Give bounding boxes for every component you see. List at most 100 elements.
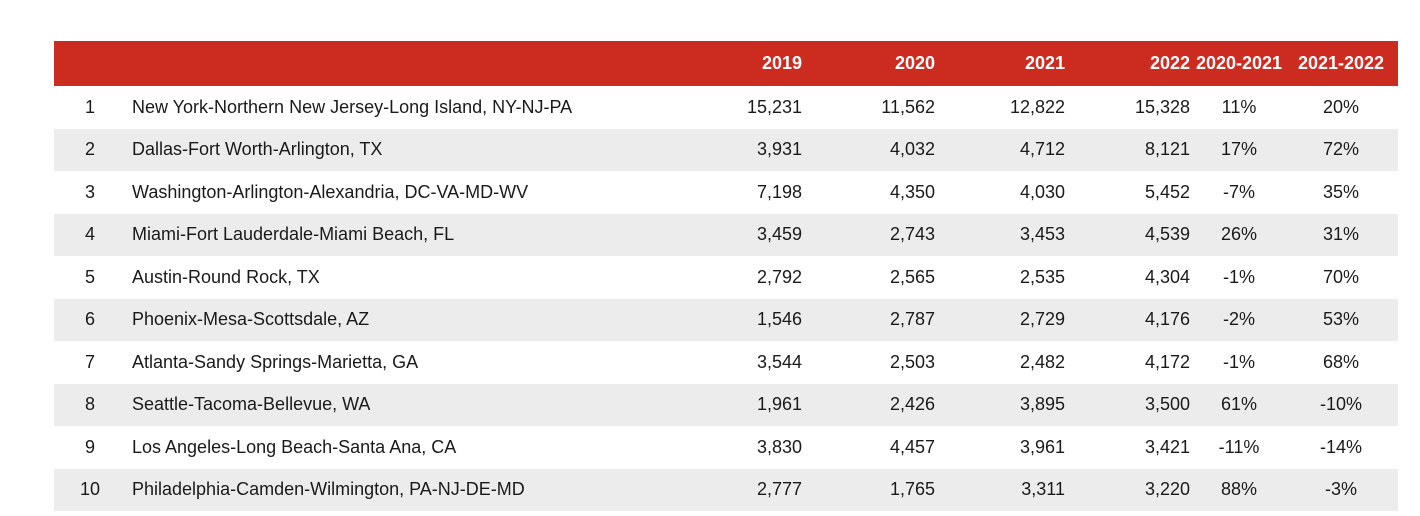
- header-2022: 2022: [1149, 53, 1190, 73]
- table-row: 4 Miami-Fort Lauderdale-Miami Beach, FL …: [54, 213, 1398, 256]
- metro-name-cell: Austin-Round Rock, TX: [132, 266, 320, 287]
- value-2019-cell: 15,231: [746, 96, 802, 117]
- rank-cell: 10: [79, 479, 101, 500]
- metro-name-cell: Phoenix-Mesa-Scottsdale, AZ: [132, 309, 370, 330]
- metro-name-cell: Los Angeles-Long Beach-Santa Ana, CA: [132, 436, 457, 457]
- change-2021-2022-cell: -14%: [1319, 436, 1363, 457]
- header-2021: 2021: [1024, 53, 1065, 73]
- change-2021-2022-cell: -10%: [1319, 394, 1363, 415]
- value-2021-cell: 2,729: [1019, 309, 1065, 330]
- table-row: 6 Phoenix-Mesa-Scottsdale, AZ 1,546 2,78…: [54, 298, 1398, 341]
- change-2021-2022-cell: 68%: [1322, 351, 1360, 372]
- rank-cell: 1: [84, 96, 95, 117]
- metro-name-cell: New York-Northern New Jersey-Long Island…: [132, 96, 573, 117]
- value-2021-cell: 3,453: [1019, 224, 1065, 245]
- rank-cell: 7: [84, 351, 95, 372]
- value-2022-cell: 3,220: [1144, 479, 1190, 500]
- table-row: 10 Philadelphia-Camden-Wilmington, PA-NJ…: [54, 468, 1398, 511]
- table-header-row: 2019 2020 2021 2022 2020-2021 2021-2022: [54, 41, 1398, 86]
- header-change-2020-2021: 2020-2021: [1195, 53, 1283, 73]
- table-row: 8 Seattle-Tacoma-Bellevue, WA 1,961 2,42…: [54, 383, 1398, 426]
- value-2020-cell: 4,032: [889, 139, 935, 160]
- rank-cell: 8: [84, 394, 95, 415]
- value-2021-cell: 3,311: [1021, 479, 1065, 500]
- header-2019: 2019: [761, 53, 802, 73]
- value-2022-cell: 4,304: [1144, 266, 1190, 287]
- table-row: 2 Dallas-Fort Worth-Arlington, TX 3,931 …: [54, 128, 1398, 171]
- value-2019-cell: 7,198: [756, 181, 802, 202]
- change-2020-2021-cell: -11%: [1218, 436, 1260, 457]
- change-2020-2021-cell: -1%: [1222, 266, 1255, 287]
- metro-ranking-table: 2019 2020 2021 2022 2020-2021 2021-2022 …: [54, 41, 1398, 511]
- change-2021-2022-cell: 31%: [1322, 224, 1360, 245]
- value-2022-cell: 5,452: [1144, 181, 1190, 202]
- change-2021-2022-cell: -3%: [1324, 479, 1357, 500]
- metro-ranking-table-container: 2019 2020 2021 2022 2020-2021 2021-2022 …: [54, 41, 1398, 511]
- value-2021-cell: 4,712: [1019, 139, 1065, 160]
- change-2021-2022-cell: 53%: [1322, 309, 1360, 330]
- value-2021-cell: 12,822: [1009, 96, 1065, 117]
- header-metro-area: [126, 41, 684, 86]
- rank-cell: 6: [84, 309, 95, 330]
- value-2020-cell: 2,565: [889, 266, 935, 287]
- metro-name-cell: Washington-Arlington-Alexandria, DC-VA-M…: [132, 181, 529, 202]
- value-2021-cell: 3,961: [1019, 436, 1065, 457]
- value-2020-cell: 4,350: [889, 181, 935, 202]
- change-2020-2021-cell: 11%: [1221, 96, 1257, 117]
- value-2020-cell: 2,426: [889, 394, 935, 415]
- change-2020-2021-cell: 61%: [1220, 394, 1258, 415]
- rank-cell: 4: [84, 224, 95, 245]
- change-2021-2022-cell: 70%: [1322, 266, 1360, 287]
- value-2020-cell: 2,743: [889, 224, 935, 245]
- header-2020: 2020: [894, 53, 935, 73]
- change-2020-2021-cell: -2%: [1222, 309, 1255, 330]
- value-2019-cell: 3,544: [756, 351, 802, 372]
- value-2022-cell: 3,421: [1144, 436, 1190, 457]
- value-2022-cell: 4,172: [1144, 351, 1190, 372]
- change-2020-2021-cell: -7%: [1222, 181, 1255, 202]
- value-2022-cell: 4,539: [1144, 224, 1190, 245]
- metro-name-cell: Atlanta-Sandy Springs-Marietta, GA: [132, 351, 419, 372]
- table-row: 7 Atlanta-Sandy Springs-Marietta, GA 3,5…: [54, 341, 1398, 384]
- table-row: 5 Austin-Round Rock, TX 2,792 2,565 2,53…: [54, 256, 1398, 299]
- rank-cell: 3: [84, 181, 95, 202]
- change-2020-2021-cell: -1%: [1222, 351, 1255, 372]
- value-2020-cell: 2,503: [889, 351, 935, 372]
- metro-name-cell: Miami-Fort Lauderdale-Miami Beach, FL: [132, 224, 455, 245]
- metro-name-cell: Seattle-Tacoma-Bellevue, WA: [132, 394, 371, 415]
- value-2021-cell: 2,535: [1019, 266, 1065, 287]
- value-2022-cell: 4,176: [1144, 309, 1190, 330]
- value-2021-cell: 2,482: [1019, 351, 1065, 372]
- table-row: 9 Los Angeles-Long Beach-Santa Ana, CA 3…: [54, 426, 1398, 469]
- rank-cell: 2: [84, 139, 95, 160]
- change-2020-2021-cell: 26%: [1220, 224, 1258, 245]
- value-2020-cell: 2,787: [889, 309, 935, 330]
- change-2020-2021-cell: 17%: [1220, 139, 1258, 160]
- change-2021-2022-cell: 20%: [1322, 96, 1360, 117]
- value-2021-cell: 3,895: [1019, 394, 1065, 415]
- value-2019-cell: 3,459: [756, 224, 802, 245]
- value-2020-cell: 1,765: [889, 479, 935, 500]
- metro-name-cell: Philadelphia-Camden-Wilmington, PA-NJ-DE…: [132, 479, 525, 500]
- value-2019-cell: 1,546: [756, 309, 802, 330]
- value-2020-cell: 11,562: [881, 96, 935, 117]
- value-2021-cell: 4,030: [1019, 181, 1065, 202]
- change-2021-2022-cell: 72%: [1322, 139, 1360, 160]
- value-2022-cell: 8,121: [1144, 139, 1190, 160]
- change-2021-2022-cell: 35%: [1322, 181, 1360, 202]
- value-2019-cell: 3,931: [756, 139, 802, 160]
- rank-cell: 9: [84, 436, 95, 457]
- value-2019-cell: 2,777: [756, 479, 802, 500]
- rank-cell: 5: [84, 266, 95, 287]
- table-row: 3 Washington-Arlington-Alexandria, DC-VA…: [54, 171, 1398, 214]
- header-change-2021-2022: 2021-2022: [1297, 53, 1385, 73]
- change-2020-2021-cell: 88%: [1220, 479, 1258, 500]
- value-2022-cell: 3,500: [1144, 394, 1190, 415]
- value-2019-cell: 2,792: [756, 266, 802, 287]
- value-2019-cell: 1,961: [756, 394, 802, 415]
- value-2022-cell: 15,328: [1134, 96, 1190, 117]
- value-2019-cell: 3,830: [756, 436, 802, 457]
- value-2020-cell: 4,457: [889, 436, 935, 457]
- table-row: 1 New York-Northern New Jersey-Long Isla…: [54, 86, 1398, 129]
- header-rank: [54, 41, 126, 86]
